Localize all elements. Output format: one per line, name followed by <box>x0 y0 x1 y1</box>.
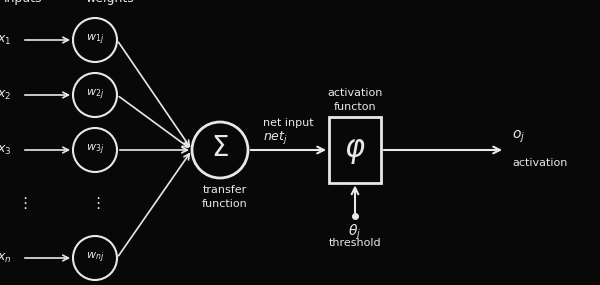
Circle shape <box>192 122 248 178</box>
Text: $x_n$: $x_n$ <box>0 251 11 264</box>
Circle shape <box>73 73 117 117</box>
Text: threshold: threshold <box>329 239 382 249</box>
Text: $w_{nj}$: $w_{nj}$ <box>86 251 104 265</box>
Circle shape <box>73 236 117 280</box>
Text: $x_1$: $x_1$ <box>0 33 11 46</box>
Circle shape <box>73 18 117 62</box>
Text: $\theta_j$: $\theta_j$ <box>349 223 362 242</box>
Text: $o_j$: $o_j$ <box>512 129 525 145</box>
Text: $\varphi$: $\varphi$ <box>344 135 366 166</box>
Text: $\vdots$: $\vdots$ <box>17 195 27 211</box>
Text: $w_{3j}$: $w_{3j}$ <box>86 143 104 157</box>
Text: $\vdots$: $\vdots$ <box>90 195 100 211</box>
Text: activation
functon: activation functon <box>328 87 383 111</box>
Text: $\mathit{net_j}$: $\mathit{net_j}$ <box>263 129 288 146</box>
Text: weights: weights <box>85 0 134 5</box>
Text: inputs: inputs <box>4 0 43 5</box>
Text: $w_{1j}$: $w_{1j}$ <box>86 33 104 47</box>
Text: net input: net input <box>263 118 314 128</box>
Text: $\Sigma$: $\Sigma$ <box>211 135 229 162</box>
Text: $x_3$: $x_3$ <box>0 143 11 156</box>
Text: $x_2$: $x_2$ <box>0 88 11 101</box>
Text: transfer
function: transfer function <box>202 185 248 209</box>
Bar <box>329 117 381 182</box>
Circle shape <box>73 128 117 172</box>
Text: activation: activation <box>512 158 568 168</box>
Text: $w_{2j}$: $w_{2j}$ <box>86 88 104 102</box>
